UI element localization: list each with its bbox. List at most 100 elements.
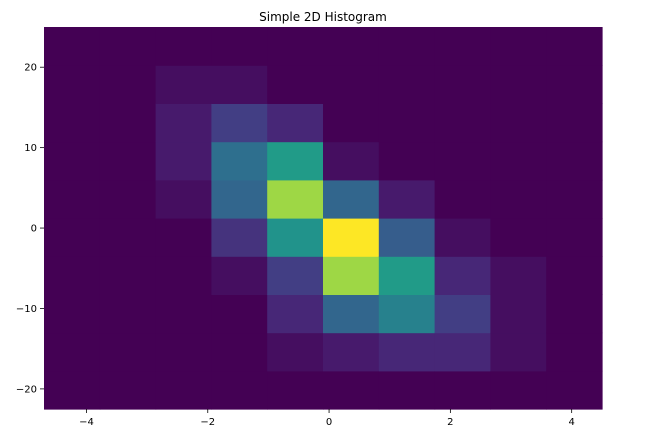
heatmap-cell xyxy=(99,332,157,372)
heatmap-cell xyxy=(211,27,268,66)
heatmap-cell xyxy=(323,65,380,104)
heatmap-cell xyxy=(378,256,436,295)
heatmap-cell xyxy=(211,218,268,257)
heatmap-cell xyxy=(323,332,380,372)
heatmap-cell xyxy=(490,65,547,104)
heatmap-cell xyxy=(490,103,547,143)
heatmap-cell xyxy=(155,294,212,334)
heatmap-cell xyxy=(434,218,491,257)
heatmap-cell xyxy=(155,179,212,219)
heatmap-cell xyxy=(211,179,268,219)
heatmap-cells xyxy=(44,27,603,410)
heatmap-cell xyxy=(44,27,101,66)
heatmap-cell xyxy=(434,65,491,104)
heatmap-cell xyxy=(99,27,157,66)
heatmap-cell xyxy=(378,294,436,334)
heatmap-cell xyxy=(434,179,491,219)
y-tick-label: −10 xyxy=(16,304,37,315)
heatmap-cell xyxy=(155,141,212,181)
heatmap-cell xyxy=(490,179,547,219)
heatmap-cell xyxy=(267,141,324,181)
heatmap-cell xyxy=(211,103,268,143)
heatmap-cell xyxy=(434,103,491,143)
heatmap-cell xyxy=(323,27,380,66)
heatmap-cell xyxy=(546,27,603,66)
heatmap-cell xyxy=(99,141,157,181)
heatmap-cell xyxy=(155,65,212,104)
x-tick-label: −2 xyxy=(200,417,215,428)
heatmap-cell xyxy=(99,256,157,295)
heatmap-cell xyxy=(323,141,380,181)
heatmap-cell xyxy=(267,294,324,334)
heatmap-cell xyxy=(434,370,491,410)
heatmap-cell xyxy=(44,218,101,257)
y-tick-label: −20 xyxy=(16,384,37,395)
heatmap-cell xyxy=(211,332,268,372)
heatmap-cell xyxy=(155,27,212,66)
x-axis-ticks: −4 −2 0 2 4 xyxy=(79,409,575,428)
heatmap-cell xyxy=(378,218,436,257)
chart-title: Simple 2D Histogram xyxy=(259,10,387,24)
x-tick-label: 4 xyxy=(568,417,574,428)
heatmap-cell xyxy=(44,370,101,410)
heatmap-cell xyxy=(211,65,268,104)
heatmap-cell xyxy=(546,141,603,181)
y-tick-label: 20 xyxy=(24,63,37,74)
heatmap-cell xyxy=(434,332,491,372)
heatmap-cell xyxy=(267,370,324,410)
heatmap-cell xyxy=(378,370,436,410)
heatmap-cell xyxy=(44,179,101,219)
heatmap-cell xyxy=(490,256,547,295)
heatmap-cell xyxy=(44,332,101,372)
heatmap-cell xyxy=(323,218,380,257)
heatmap-cell xyxy=(323,294,380,334)
heatmap-cell xyxy=(490,294,547,334)
heatmap-cell xyxy=(546,65,603,104)
heatmap-cell xyxy=(378,141,436,181)
heatmap-cell xyxy=(490,370,547,410)
heatmap-cell xyxy=(211,370,268,410)
heatmap-cell xyxy=(490,332,547,372)
x-tick-label: 2 xyxy=(447,417,453,428)
heatmap-cell xyxy=(211,141,268,181)
heatmap-cell xyxy=(99,370,157,410)
heatmap-cell xyxy=(434,294,491,334)
heatmap-cell xyxy=(267,256,324,295)
heatmap-cell xyxy=(44,103,101,143)
heatmap-cell xyxy=(155,256,212,295)
heatmap-cell xyxy=(434,27,491,66)
heatmap-cell xyxy=(267,179,324,219)
y-axis-ticks: −20 −10 0 10 20 xyxy=(16,63,44,395)
y-tick-label: 0 xyxy=(31,224,37,235)
heatmap-cell xyxy=(546,332,603,372)
heatmap-cell xyxy=(99,218,157,257)
heatmap-cell xyxy=(267,27,324,66)
heatmap-cell xyxy=(267,332,324,372)
heatmap-cell xyxy=(323,256,380,295)
y-tick-label: 10 xyxy=(24,143,37,154)
heatmap-cell xyxy=(434,256,491,295)
heatmap-cell xyxy=(546,103,603,143)
heatmap-cell xyxy=(546,179,603,219)
heatmap-cell xyxy=(546,370,603,410)
heatmap-cell xyxy=(44,294,101,334)
x-tick-label: 0 xyxy=(326,417,332,428)
heatmap-cell xyxy=(155,218,212,257)
heatmap-cell xyxy=(44,256,101,295)
heatmap-cell xyxy=(44,65,101,104)
heatmap-cell xyxy=(323,103,380,143)
heatmap-cell xyxy=(44,141,101,181)
heatmap-cell xyxy=(378,332,436,372)
heatmap-cell xyxy=(378,27,436,66)
heatmap-cell xyxy=(323,179,380,219)
heatmap-cell xyxy=(490,27,547,66)
heatmap-cell xyxy=(267,218,324,257)
heatmap-cell xyxy=(99,294,157,334)
heatmap-cell xyxy=(267,103,324,143)
heatmap-cell xyxy=(99,179,157,219)
heatmap-cell xyxy=(490,141,547,181)
heatmap-cell xyxy=(211,256,268,295)
heatmap-cell xyxy=(378,103,436,143)
heatmap-cell xyxy=(211,294,268,334)
